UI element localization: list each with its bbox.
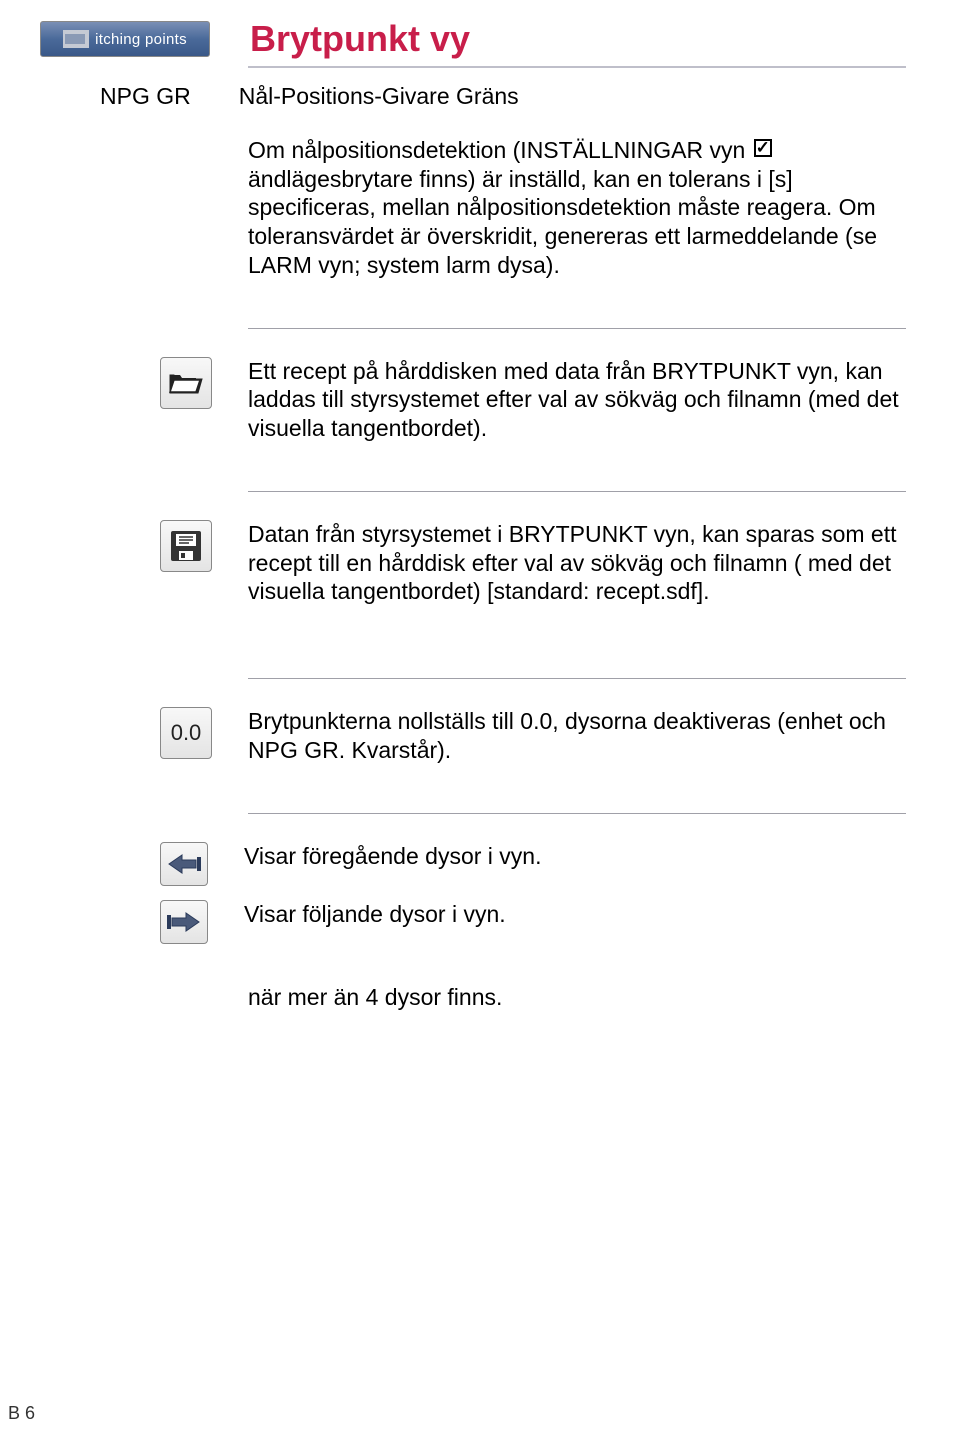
item-save-recipe-text: Datan från styrsystemet i BRYTPUNKT vyn,…	[248, 520, 906, 606]
item-reset: 0.0 Brytpunkterna nollställs till 0.0, d…	[160, 707, 906, 765]
footer-note: när mer än 4 dysor finns.	[248, 984, 906, 1011]
intro-text-after: ändlägesbrytare finns) är inställd, kan …	[248, 166, 877, 278]
page-number: B 6	[8, 1403, 35, 1424]
arrow-right-icon	[160, 900, 208, 944]
item-next: Visar följande dysor i vyn.	[160, 900, 906, 944]
item-open-recipe-text: Ett recept på hårddisken med data från B…	[248, 357, 906, 443]
section-divider	[248, 813, 906, 814]
arrow-left-icon	[160, 842, 208, 886]
item-reset-text: Brytpunkterna nollställs till 0.0, dysor…	[248, 707, 906, 765]
folder-open-icon	[160, 357, 212, 409]
section-divider	[248, 491, 906, 492]
switching-points-badge: itching points	[40, 21, 210, 57]
item-prev-text: Visar föregående dysor i vyn.	[244, 842, 906, 871]
item-next-text: Visar följande dysor i vyn.	[244, 900, 906, 929]
header-row: itching points Brytpunkt vy	[0, 0, 960, 60]
definition-expansion: Nål-Positions-Givare Gräns	[239, 82, 906, 112]
section-divider	[248, 678, 906, 679]
zero-icon: 0.0	[160, 707, 212, 759]
intro-text-before: Om nålpositionsdetektion (INSTÄLLNINGAR …	[248, 137, 752, 163]
save-icon	[160, 520, 212, 572]
zero-label: 0.0	[171, 720, 202, 746]
badge-text: itching points	[95, 31, 187, 48]
section-divider	[248, 328, 906, 329]
checkbox-icon	[754, 139, 772, 157]
item-open-recipe: Ett recept på hårddisken med data från B…	[160, 357, 906, 443]
page-title: Brytpunkt vy	[250, 18, 470, 60]
intro-paragraph: Om nålpositionsdetektion (INSTÄLLNINGAR …	[248, 136, 906, 280]
item-prev: Visar föregående dysor i vyn.	[160, 842, 906, 886]
definition-term: NPG GR	[100, 82, 191, 112]
title-underline	[248, 66, 906, 68]
definition-row: NPG GR Nål-Positions-Givare Gräns	[100, 82, 906, 112]
switching-points-icon	[63, 30, 89, 48]
item-save-recipe: Datan från styrsystemet i BRYTPUNKT vyn,…	[160, 520, 906, 606]
